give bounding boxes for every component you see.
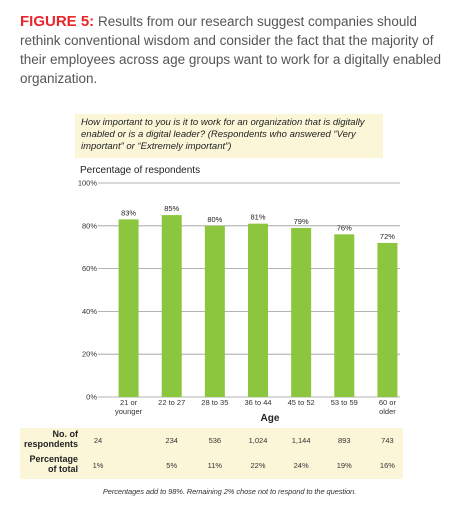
- table-cell: 234: [165, 436, 178, 445]
- x-tick-label: 22 to 27: [158, 398, 185, 407]
- table-row-label-line: Percentage: [29, 454, 78, 464]
- y-tick-label: 20%: [82, 350, 97, 359]
- bar: [248, 223, 268, 397]
- x-tick-label: 36 to 44: [244, 398, 271, 407]
- table-cell: 536: [209, 436, 222, 445]
- figure-caption-text: Results from our research suggest compan…: [20, 14, 441, 86]
- table-cell: 19%: [337, 461, 352, 470]
- x-tick-label-line: 21 or: [120, 398, 138, 407]
- x-tick-label: 53 to 59: [331, 398, 358, 407]
- y-tick-label: 40%: [82, 307, 97, 316]
- y-tick-label: 60%: [82, 264, 97, 273]
- x-tick-label: 60 or older: [379, 398, 397, 416]
- x-tick-label: 28 to 35: [201, 398, 228, 407]
- bar-value-label: 80%: [207, 215, 222, 224]
- bar: [334, 234, 355, 397]
- table-row-label-line: No. of: [53, 429, 79, 439]
- x-tick-label-line: 22 to 27: [158, 398, 185, 407]
- bar-value-label: 72%: [380, 232, 395, 241]
- y-axis-label: Percentage of respondents: [80, 165, 200, 176]
- x-tick-label-line: 28 to 35: [201, 398, 228, 407]
- table-row-label-line: respondents: [24, 439, 78, 449]
- bar-value-label: 76%: [337, 223, 352, 232]
- bar: [118, 219, 139, 397]
- x-tick-label-line: older: [379, 407, 396, 416]
- x-tick-label-line: 53 to 59: [331, 398, 358, 407]
- x-tick-label: 21 or younger: [115, 398, 143, 416]
- bar-value-label: 81%: [250, 213, 265, 222]
- table-cell: 16%: [380, 461, 395, 470]
- x-tick-label-line: younger: [115, 407, 143, 416]
- question-band: [75, 114, 383, 158]
- table-cell: 11%: [208, 461, 223, 470]
- table-cell: 24%: [294, 461, 309, 470]
- table-cell: 743: [381, 436, 394, 445]
- x-tick-label: 45 to 52: [288, 398, 315, 407]
- x-tick-label-line: 45 to 52: [288, 398, 315, 407]
- bar-value-label: 83%: [121, 208, 136, 217]
- y-tick-label: 0%: [86, 393, 97, 402]
- bar: [291, 227, 312, 397]
- figure-label: FIGURE 5:: [20, 13, 95, 30]
- table-cell: 22%: [250, 461, 265, 470]
- y-tick-label: 80%: [82, 221, 97, 230]
- table-cell: 1,144: [292, 436, 311, 445]
- bar-value-label: 79%: [294, 217, 309, 226]
- x-axis-label: Age: [261, 413, 280, 424]
- table-cell: 1,024: [249, 436, 268, 445]
- table-row-label: Percentage of total: [29, 454, 78, 474]
- bar: [161, 215, 182, 397]
- survey-question: How important to you is it to work for a…: [81, 117, 365, 152]
- table-band: [20, 428, 403, 479]
- table-cell: 1%: [93, 461, 104, 470]
- figure-caption: FIGURE 5: Results from our research sugg…: [20, 12, 445, 88]
- table-row-label-line: of total: [48, 464, 78, 474]
- table-row-label: No. of respondents: [24, 429, 79, 449]
- y-tick-label: 100%: [78, 179, 98, 188]
- table-cell: 24: [94, 436, 102, 445]
- table-cell: 5%: [166, 461, 177, 470]
- x-tick-label-line: 60 or: [379, 398, 397, 407]
- footnote: Percentages add to 98%. Remaining 2% cho…: [102, 487, 357, 496]
- bar-value-label: 85%: [164, 204, 179, 213]
- x-tick-label-line: 36 to 44: [244, 398, 271, 407]
- bar: [377, 242, 398, 397]
- bar: [204, 225, 225, 397]
- table-cell: 893: [338, 436, 351, 445]
